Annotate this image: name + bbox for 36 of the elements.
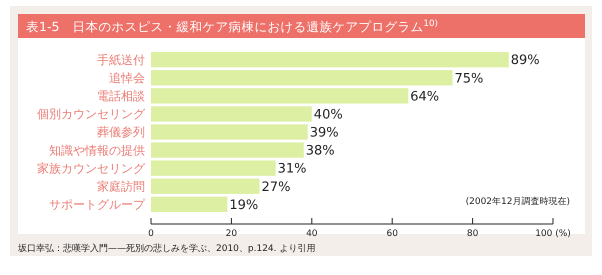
y-tick-label: 個別カウンセリング [37, 107, 146, 122]
x-tick-label: 60 [386, 229, 398, 239]
data-label: 19% [229, 198, 258, 213]
x-tick-label: 100 (%) [535, 229, 571, 239]
data-label: 89% [510, 53, 540, 68]
x-tick-label: 80 [466, 229, 479, 239]
x-tick-label: 20 [226, 229, 238, 239]
data-label: 64% [410, 89, 440, 104]
bar [151, 52, 509, 68]
data-label: 75% [454, 71, 484, 86]
x-tick-label: 0 [148, 229, 154, 239]
bar [151, 142, 304, 158]
bar [151, 70, 452, 86]
text: 坂口幸弘：悲嘆学入門——死別の悲しみを学ぶ、2010、p.124. より引用 [17, 243, 316, 254]
bar [151, 196, 228, 212]
chart-title: 表1-5 日本のホスピス・緩和ケア病棟における遺族ケアプログラム$^{10)}$ [26, 19, 438, 34]
annotation: (2002年12月調査時現在) [466, 196, 570, 207]
y-tick-label: 家族カウンセリング [37, 161, 146, 176]
y-tick-label: 葬儀参列 [97, 125, 145, 140]
data-label: 27% [262, 180, 290, 195]
y-tick-label: サポートグループ [49, 198, 146, 212]
data-label: 38% [306, 144, 335, 159]
y-tick-label: 家庭訪問 [97, 179, 145, 194]
data-label: 31% [278, 162, 307, 177]
bar [151, 178, 260, 194]
bar [151, 124, 308, 140]
data-label: 39% [310, 126, 339, 141]
y-tick-label: 電話相談 [97, 89, 145, 104]
y-tick-label: 知識や情報の提供 [49, 143, 145, 158]
bar [151, 160, 276, 176]
data-label: 40% [314, 107, 343, 122]
bar [151, 106, 312, 122]
bar [151, 88, 408, 104]
y-tick-label: 追悼会 [109, 70, 145, 85]
x-tick-label: 40 [306, 229, 318, 239]
y-tick-label: 手紙送付 [97, 52, 145, 67]
